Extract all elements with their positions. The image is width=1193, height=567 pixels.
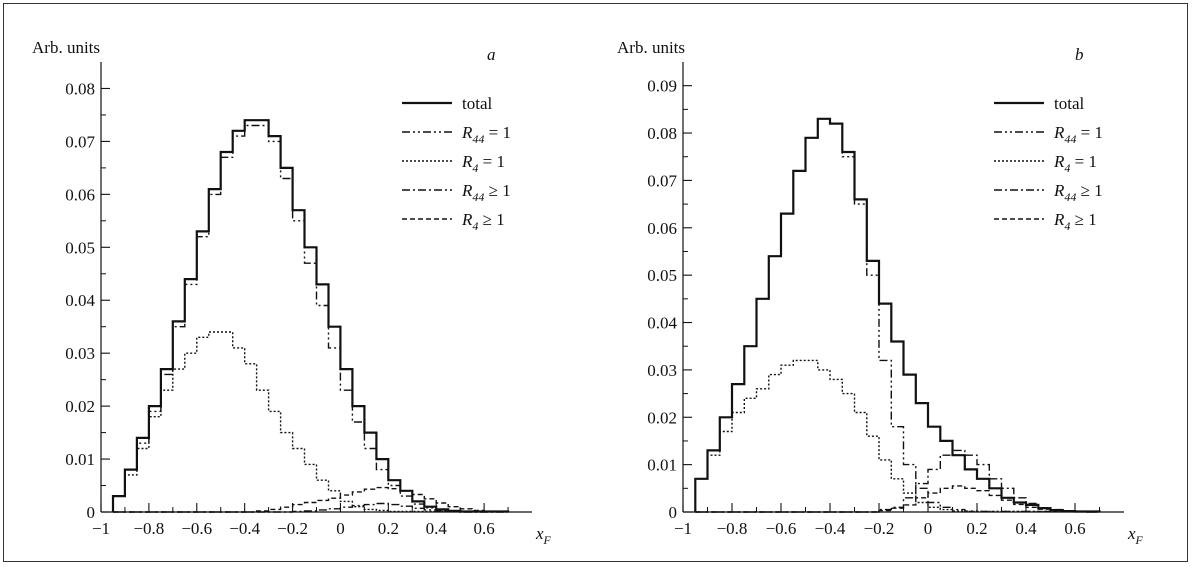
y-tick-label: 0.06 — [647, 219, 677, 238]
x-tick-label: 0 — [924, 519, 933, 538]
y-tick-label: 0.04 — [65, 291, 95, 310]
x-tick-label: −1 — [674, 519, 692, 538]
legend-label: R44 = 1 — [1053, 123, 1103, 146]
x-tick-label: 0.4 — [1015, 519, 1037, 538]
x-tick-label: −1 — [92, 519, 110, 538]
panel-a: −1 −0.8 −0.6 −0.4 −0.2 0 0.2 0.4 0.6 0 0.01 0.02 0.0… — [32, 38, 552, 547]
x-tick-label: −0.6 — [181, 519, 212, 538]
x-tick-label: −0.8 — [133, 519, 164, 538]
x-tick-label: −0.6 — [766, 519, 797, 538]
y-tick-label: 0.02 — [647, 408, 677, 427]
x-tick-label: 0.2 — [966, 519, 987, 538]
y-tick-label: 0.05 — [647, 266, 677, 285]
y-tick-label: 0.03 — [647, 361, 677, 380]
legend-label: R44 ≥ 1 — [461, 181, 511, 204]
y-tick-label: 0.03 — [65, 344, 95, 363]
series-line-2 — [694, 359, 1101, 513]
x-tick-label: 0.2 — [378, 519, 399, 538]
y-tick-label: 0.07 — [647, 171, 677, 190]
y-tick-label: 0.06 — [65, 185, 95, 204]
x-axis-label: xF — [1127, 524, 1144, 547]
legend-label: R4 = 1 — [1053, 152, 1097, 175]
x-axis-label: xF — [535, 524, 552, 547]
x-tick-label: −0.4 — [229, 519, 260, 538]
legend-label: R4 ≥ 1 — [461, 210, 505, 233]
y-axis-label: Arb. units — [32, 38, 100, 57]
y-tick-label: 0.08 — [65, 79, 95, 98]
series-line-3 — [113, 502, 509, 513]
y-tick-label: 0 — [669, 503, 678, 522]
series-line-1 — [694, 118, 1101, 513]
y-tick-label: 0.02 — [65, 397, 95, 416]
x-tick-label: −0.2 — [277, 519, 308, 538]
series-line-0 — [111, 119, 510, 513]
legend-label: R4 = 1 — [461, 152, 505, 175]
y-tick-label: 0.08 — [647, 124, 677, 143]
x-tick-label: 0.6 — [1064, 519, 1085, 538]
panel-label: a — [487, 45, 496, 64]
legend-label: R44 ≥ 1 — [1053, 181, 1103, 204]
y-axis-label: Arb. units — [617, 38, 685, 57]
x-tick-label: 0.6 — [473, 519, 494, 538]
legend-label: R4 ≥ 1 — [1053, 210, 1097, 233]
y-tick-label: 0.09 — [647, 77, 677, 96]
series-line-4 — [695, 485, 1100, 513]
figure-frame — [3, 3, 1188, 562]
legend-label: total — [1054, 94, 1084, 113]
legend-label: total — [462, 94, 492, 113]
y-tick-label: 0.01 — [647, 456, 677, 475]
series-line-4 — [113, 486, 509, 513]
x-tick-label: −0.4 — [815, 519, 846, 538]
y-tick-label: 0 — [87, 503, 96, 522]
x-tick-label: −0.2 — [864, 519, 895, 538]
series-line-3 — [695, 449, 1100, 513]
y-tick-label: 0.04 — [647, 314, 677, 333]
legend-label: R44 = 1 — [461, 123, 511, 146]
panel-label: b — [1075, 45, 1084, 64]
series-line-1 — [112, 124, 509, 513]
y-tick-label: 0.01 — [65, 450, 95, 469]
series-line-2 — [112, 331, 509, 513]
x-tick-label: 0.4 — [426, 519, 448, 538]
x-tick-label: 0 — [336, 519, 345, 538]
y-tick-label: 0.07 — [65, 132, 95, 151]
x-tick-label: −0.8 — [717, 519, 748, 538]
panel-b: −1 −0.8 −0.6 −0.4 −0.2 0 0.2 0.4 0.6 0 0.01 0.02 0.0… — [617, 38, 1144, 547]
y-tick-label: 0.05 — [65, 238, 95, 257]
